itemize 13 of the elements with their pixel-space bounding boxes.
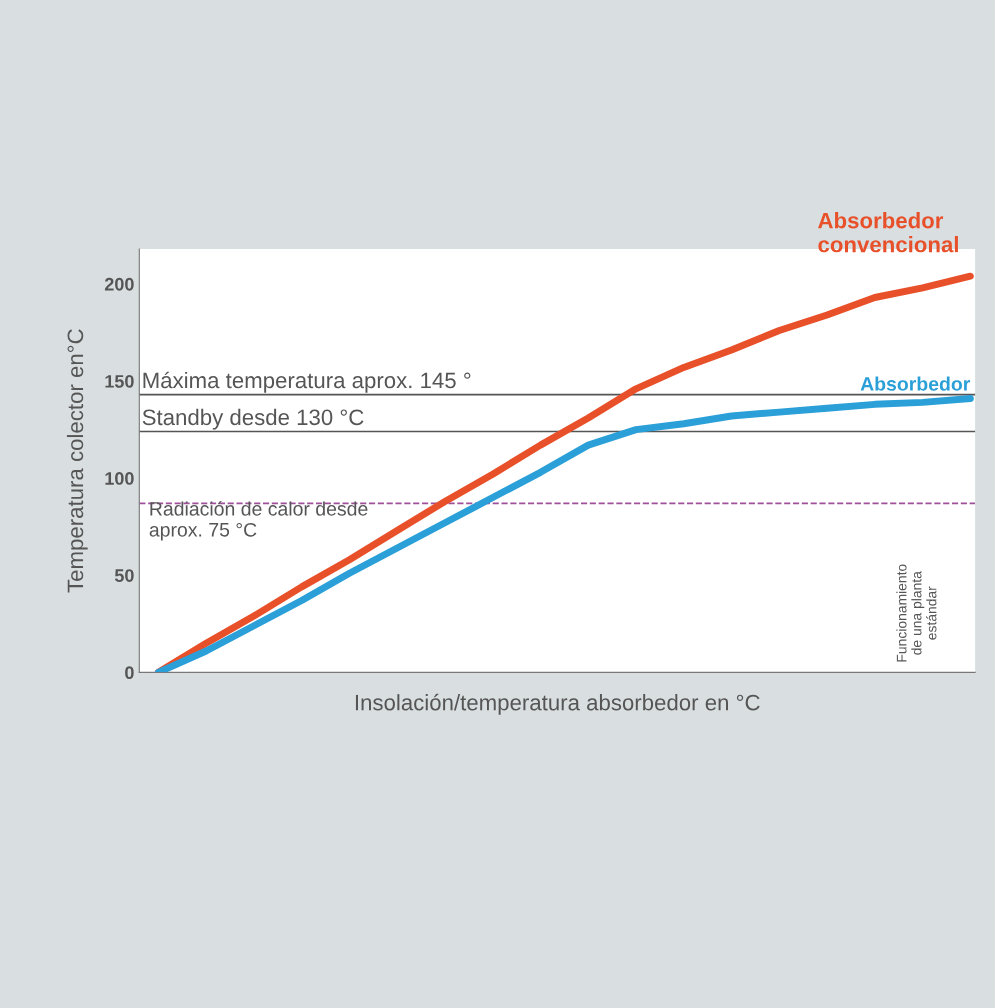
y-tick-label: 0 xyxy=(125,666,134,680)
ref-line-label: Radiación de calor desde aprox. 75 °C xyxy=(149,501,368,541)
y-tick-label: 50 xyxy=(114,569,134,582)
x-axis-title: Insolación/temperatura absorbedor en °C xyxy=(355,693,760,715)
y-tick-label: 100 xyxy=(105,472,134,485)
series-label: Absorbedor xyxy=(860,376,971,391)
ref-line-label: Máxima temperatura aprox. 145 ° xyxy=(143,371,471,393)
y-tick-label: 150 xyxy=(105,374,134,388)
ref-line-label: Standby desde 130 °C xyxy=(142,408,364,430)
y-tick-label: 200 xyxy=(104,277,134,291)
series-label: Absorbedor convencional xyxy=(818,212,958,253)
y-axis-title: Temperatura colector en°C xyxy=(66,329,88,593)
annotation: Funcionamiento de una planta estándar xyxy=(896,564,937,662)
